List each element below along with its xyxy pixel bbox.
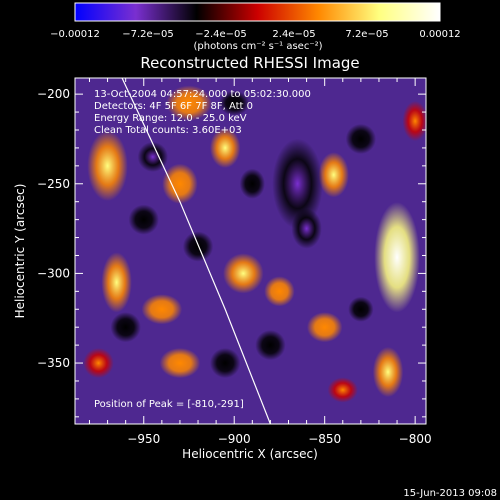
heatmap-blob [110,312,141,343]
heatmap-blob [345,123,377,155]
heatmap-blob [182,231,214,262]
heatmap-blob [209,347,241,379]
heatmap-blob [306,312,343,343]
heatmap-blob [219,90,250,116]
heatmap-blob [272,138,323,229]
colorbar [74,2,441,22]
heatmap-blob [402,100,426,142]
y-tick-label: −350 [37,356,70,370]
heatmap-blob [372,346,404,398]
heatmap-blob [159,347,201,379]
x-tick-label: −800 [399,432,432,446]
annotation-line: Clean Total counts: 3.60E+03 [94,125,242,136]
plot-frame [74,77,427,425]
heatmap-blob [222,253,264,294]
heatmap-blob [291,208,322,249]
x-tick-label: −950 [127,432,160,446]
y-axis-label: Heliocentric Y (arcsec) [13,184,27,319]
y-axis: −200 −250 −300 −350 [37,87,426,418]
colorbar-tick-label: 7.2e−05 [345,29,388,40]
heatmap-blob [166,85,212,121]
peak-annotation: Position of Peak = [-810,-291] [94,399,244,410]
heatmap-blob [255,330,286,361]
y-tick-label: −200 [37,87,70,101]
heatmap-blob [264,276,295,307]
y-tick-label: −250 [37,177,70,191]
annotation-line: 13-Oct-2004 04:57:24.000 to 05:02:30.000 [94,89,311,100]
heatmap-blob [162,163,198,204]
heatmap-blob [87,130,128,201]
footer-timestamp: 15-Jun-2013 09:08 [403,488,497,499]
colorbar-tick-label: 2.4e−05 [272,29,315,40]
colorbar-units: (photons cm⁻² s⁻¹ asec⁻²) [193,41,322,52]
annotation-line: Energy Range: 12.0 - 25.0 keV [94,113,247,124]
heatmap-blob [318,152,349,198]
x-tick-label: −850 [308,432,341,446]
heatmap-blob [374,202,420,313]
heatmap-blob [83,347,114,379]
heatmap-blob [141,294,183,325]
colorbar-ticks: −0.00012 −7.2e−05 −2.4e−05 2.4e−05 7.2e−05 0.… [50,29,461,40]
y-tick-label: −300 [37,266,70,280]
heatmap-blob [137,141,168,172]
heatmap [83,85,426,403]
heatmap-blob [348,296,374,322]
heatmap-blob [209,127,241,168]
x-tick-label: −900 [218,432,251,446]
heatmap-blob [101,252,132,313]
heatmap-blob [128,204,159,235]
chart-title: Reconstructed RHESSI Image [140,54,359,72]
heatmap-blob [327,377,358,403]
heatmap-blob [239,168,265,199]
annotation-line: Detectors: 4F 5F 6F 7F 8F, Att 0 [94,101,253,112]
colorbar-tick-label: −2.4e−05 [195,29,247,40]
colorbar-tick-label: −7.2e−05 [122,29,174,40]
colorbar-tick-label: −0.00012 [50,29,100,40]
x-axis: −950 −900 −850 −800 [88,78,432,446]
solar-limb-curve [121,78,271,424]
annotations: 13-Oct-2004 04:57:24.000 to 05:02:30.000… [94,89,311,410]
x-axis-label: Heliocentric X (arcsec) [182,447,318,461]
colorbar-tick-label: 0.00012 [419,29,460,40]
